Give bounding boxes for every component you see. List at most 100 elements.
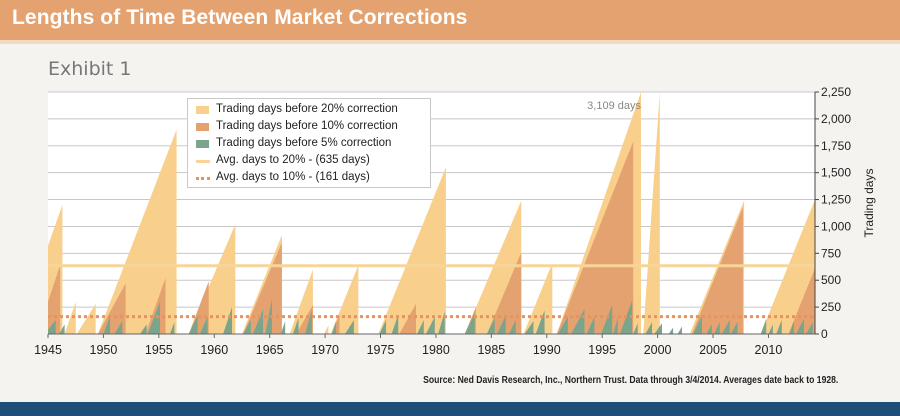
- series-10pct-area: [48, 265, 61, 334]
- series-10pct-area: [188, 281, 209, 334]
- series-5pct-area: [188, 315, 198, 334]
- series-5pct-area: [535, 310, 545, 334]
- series-5pct-area: [438, 311, 445, 334]
- series-5pct-area: [571, 309, 585, 334]
- x-tick-label: 1965: [256, 343, 284, 357]
- series-5pct-area: [613, 317, 618, 334]
- series-20pct-area: [64, 301, 76, 334]
- y-tick-label: 250: [821, 300, 841, 314]
- legend-label-avg10: Avg. days to 10% - (161 days): [216, 171, 370, 183]
- y-tick-label: 750: [821, 246, 841, 260]
- series-5pct-area: [305, 310, 312, 334]
- legend-dash-avg10: [196, 177, 210, 180]
- x-tick-label: 2005: [699, 343, 727, 357]
- x-tick-label: 1955: [145, 343, 173, 357]
- y-tick-label: 2,000: [821, 112, 851, 126]
- series-5pct-area: [776, 320, 782, 334]
- series-5pct-area: [331, 321, 337, 334]
- series-5pct-area: [147, 301, 160, 334]
- series-5pct-area: [721, 320, 730, 334]
- x-tick-label: 2010: [755, 343, 783, 357]
- series-20pct-area: [378, 167, 446, 334]
- series-20pct-area: [76, 303, 96, 334]
- series-20pct-area: [97, 129, 177, 334]
- series-5pct-area: [464, 313, 475, 334]
- series-5pct-area: [48, 320, 56, 334]
- annotation-label: 3,109 days: [587, 100, 641, 112]
- series-5pct-area: [714, 322, 720, 334]
- series-5pct-area: [789, 321, 794, 334]
- series-20pct-area: [188, 224, 236, 334]
- series-10pct-area: [145, 278, 166, 334]
- series-5pct-area: [693, 315, 702, 334]
- series-5pct-area: [114, 321, 123, 334]
- legend-swatch-5pct: [196, 140, 209, 148]
- series-5pct-area: [345, 320, 354, 334]
- footer-bar: [0, 402, 900, 416]
- series-5pct-area: [645, 322, 653, 334]
- legend-swatch-20pct: [196, 106, 209, 114]
- x-tick-label: 2000: [644, 343, 672, 357]
- x-tick-label: 1970: [311, 343, 339, 357]
- x-tick-label: 1990: [533, 343, 561, 357]
- series-5pct-area: [706, 324, 712, 334]
- x-tick-label: 1945: [34, 343, 62, 357]
- series-5pct-area: [806, 322, 813, 334]
- legend: Trading days before 20% correction Tradi…: [187, 98, 431, 188]
- series-5pct-area: [265, 299, 272, 334]
- series-5pct-area: [654, 323, 663, 334]
- series-5pct-area: [59, 324, 65, 334]
- x-tick-label: 1995: [588, 343, 616, 357]
- series-20pct-area: [323, 325, 329, 334]
- series-5pct-area: [253, 309, 264, 334]
- series-5pct-area: [677, 326, 682, 334]
- legend-label-10pct: Trading days before 10% correction: [216, 120, 398, 132]
- series-5pct-area: [169, 322, 175, 334]
- series-20pct-area: [643, 92, 660, 334]
- series-5pct-area: [586, 316, 595, 334]
- series-5pct-area: [509, 320, 516, 334]
- series-20pct-area: [760, 199, 815, 334]
- exhibit-label: Exhibit 1: [48, 58, 132, 80]
- series-10pct-area: [788, 268, 815, 334]
- series-5pct-area: [379, 320, 387, 334]
- series-5pct-area: [524, 321, 534, 334]
- chart: 0 250 500 750 1,000 1,250 1,500 1,750 2,000 2,250…: [34, 85, 876, 357]
- x-tick-label: 1985: [477, 343, 505, 357]
- series-5pct-area: [601, 304, 613, 334]
- y-tick-label: 1,500: [821, 166, 851, 180]
- y-tick-label: 2,250: [821, 85, 851, 99]
- series-5pct-area: [139, 324, 147, 334]
- series-10pct-area: [556, 141, 634, 334]
- series-20pct-area: [523, 263, 553, 334]
- banner-stripe: [0, 40, 900, 44]
- legend-label-20pct: Trading days before 20% correction: [216, 103, 398, 115]
- series-5pct-area: [486, 317, 495, 334]
- series-5pct-area: [557, 316, 568, 334]
- series-5pct-area: [280, 321, 286, 334]
- series-5pct-area: [243, 320, 251, 334]
- series-5pct-area: [425, 316, 435, 334]
- series-10pct-area: [399, 303, 416, 334]
- series-5pct-area: [796, 318, 804, 334]
- series-10pct-area: [691, 207, 743, 334]
- series-5pct-area: [417, 320, 424, 334]
- legend-label-5pct: Trading days before 5% correction: [216, 137, 392, 149]
- series-5pct-area: [223, 307, 232, 334]
- legend-swatch-10pct: [196, 123, 209, 131]
- series-5pct-area: [730, 322, 738, 334]
- series-5pct-area: [103, 315, 111, 334]
- y-tick-label: 500: [821, 273, 841, 287]
- y-tick-label: 1,250: [821, 193, 851, 207]
- series-5pct-area: [496, 315, 506, 334]
- series-5pct-area: [199, 316, 208, 334]
- source-note: Source: Ned Davis Research, Inc., Northe…: [422, 374, 838, 386]
- y-tick-label: 1,750: [821, 139, 851, 153]
- series-10pct-area: [486, 252, 522, 334]
- series-5pct-area: [760, 318, 767, 334]
- series-5pct-area: [292, 317, 299, 334]
- y-axis-label: Trading days: [862, 169, 876, 238]
- series-5pct-area: [668, 327, 674, 334]
- legend-label-avg20: Avg. days to 20% - (635 days): [216, 154, 370, 166]
- series-5pct-area: [768, 324, 773, 334]
